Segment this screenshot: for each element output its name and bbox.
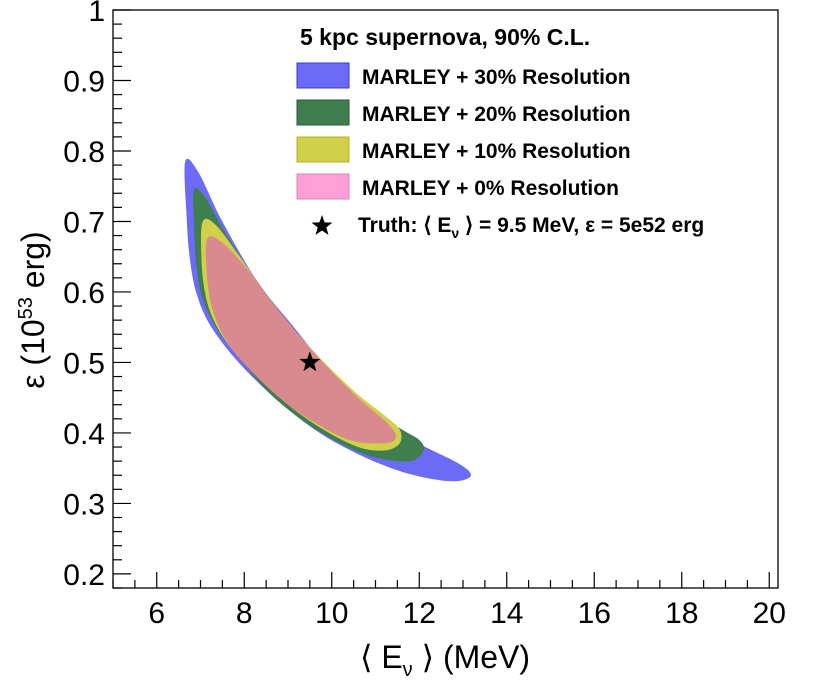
legend-swatch-0 — [296, 173, 350, 200]
x-axis-title: ⟨ Eν ⟩ (MeV) — [360, 639, 530, 681]
x-axis-title-open: ⟨ E — [360, 639, 403, 675]
legend-swatch-30 — [296, 62, 350, 89]
y-tick-label: 0.2 — [63, 559, 105, 592]
legend-label-30: MARLEY + 30% Resolution — [362, 66, 631, 89]
truth-marker-layer — [299, 351, 321, 372]
contour-0-percent — [205, 236, 396, 444]
x-tick-label: 6 — [148, 597, 165, 630]
legend-label-20: MARLEY + 20% Resolution — [362, 103, 631, 126]
legend-swatch-10 — [296, 136, 350, 163]
y-axis-title-sup: 53 — [15, 297, 37, 319]
y-tick-label: 0.8 — [63, 136, 105, 169]
legend-truth-sub: ν — [451, 225, 459, 241]
legend-swatch-20 — [296, 99, 350, 126]
x-axis-title-sub: ν — [403, 659, 413, 681]
x-tick-label: 8 — [236, 597, 253, 630]
y-tick-label: 0.5 — [63, 347, 105, 380]
y-tick-label: 1 — [88, 0, 105, 28]
x-tick-label: 12 — [403, 597, 436, 630]
y-tick-label: 0.6 — [63, 277, 105, 310]
y-axis-title: ε (1053 erg) — [15, 231, 51, 388]
legend-truth-prefix: Truth: ⟨ E — [358, 214, 451, 237]
y-ticks: 0.2 0.3 0.4 0.5 0.6 0.7 0.8 0.9 1 — [63, 0, 131, 592]
contour-layer — [184, 158, 471, 482]
x-axis-title-close: ⟩ (MeV) — [413, 639, 530, 675]
y-tick-label: 0.7 — [63, 206, 105, 239]
x-tick-label: 14 — [490, 597, 523, 630]
legend-title: 5 kpc supernova, 90% C.L. — [300, 24, 590, 50]
y-tick-label: 0.3 — [63, 488, 105, 521]
legend-truth-suffix: ⟩ = 9.5 MeV, ε = 5e52 erg — [459, 214, 704, 237]
legend-label-10: MARLEY + 10% Resolution — [362, 140, 631, 163]
x-tick-label: 20 — [753, 597, 786, 630]
truth-star-icon — [299, 351, 321, 372]
y-tick-label: 0.9 — [63, 65, 105, 98]
x-tick-label: 16 — [578, 597, 611, 630]
x-tick-label: 10 — [315, 597, 348, 630]
legend: 5 kpc supernova, 90% C.L. MARLEY + 30% R… — [296, 24, 704, 241]
legend-label-truth: Truth: ⟨ Eν ⟩ = 9.5 MeV, ε = 5e52 erg — [358, 214, 704, 241]
legend-label-0: MARLEY + 0% Resolution — [362, 177, 619, 200]
x-ticks: 6 8 10 12 14 16 18 20 — [112, 572, 786, 630]
y-tick-label: 0.4 — [63, 418, 105, 451]
legend-star-icon — [311, 215, 333, 235]
y-axis-title-base: ε (10 — [15, 319, 51, 388]
x-tick-label: 18 — [665, 597, 698, 630]
y-axis-title-unit: erg) — [15, 231, 51, 297]
